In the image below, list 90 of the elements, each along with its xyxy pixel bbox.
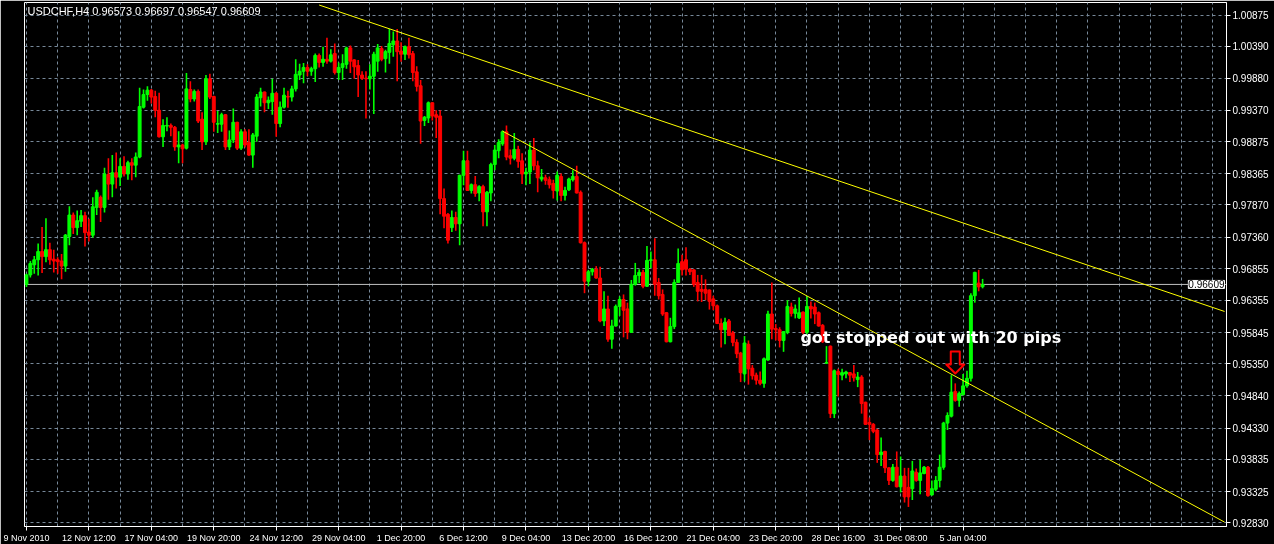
- candlestick: [641, 269, 646, 289]
- candlestick: [106, 157, 111, 201]
- candlestick: [902, 467, 907, 504]
- x-tick-label: 24 Nov 12:00: [249, 532, 303, 543]
- candlestick: [246, 128, 251, 157]
- candlestick: [125, 159, 130, 181]
- candlestick: [699, 274, 704, 303]
- y-tick-label: 0.94330: [1232, 423, 1270, 435]
- candlestick: [114, 151, 119, 190]
- y-tick-label: 0.96355: [1232, 295, 1270, 307]
- y-tick-label: 1.00875: [1232, 10, 1270, 22]
- candlestick: [324, 37, 329, 65]
- candlestick: [473, 175, 478, 198]
- candlestick: [285, 89, 290, 109]
- candlestick: [976, 269, 981, 293]
- candlestick: [758, 370, 763, 387]
- x-tick-label: 21 Dec 04:00: [686, 532, 741, 543]
- x-tick-label: 17 Nov 04:00: [124, 532, 179, 543]
- y-tick-label: 0.99370: [1232, 105, 1270, 117]
- y-tick-label: 0.97360: [1232, 232, 1270, 244]
- x-tick-label: 29 Nov 04:00: [311, 532, 366, 543]
- ref-line-label: 0.96609: [1188, 279, 1225, 291]
- candlestick: [129, 157, 134, 182]
- candlestick: [797, 296, 802, 320]
- candlestick: [301, 62, 306, 85]
- candlestick: [602, 290, 606, 327]
- candlestick: [110, 154, 115, 199]
- candlestick: [36, 242, 41, 277]
- candlestick: [215, 110, 220, 134]
- y-tick-label: 0.97870: [1232, 199, 1270, 211]
- candlestick: [348, 44, 353, 74]
- x-tick-label: 13 Dec 20:00: [561, 532, 616, 543]
- candlestick: [426, 100, 431, 124]
- chart-title: USDCHF,H4 0.96573 0.96697 0.96547 0.96609: [27, 4, 261, 17]
- candlestick: [321, 45, 326, 68]
- candlestick: [122, 155, 126, 178]
- candlestick: [83, 211, 87, 248]
- x-tick-label: 12 Nov 12:00: [62, 532, 116, 543]
- x-tick-label: 1 Dec 20:00: [376, 532, 426, 543]
- y-tick-label: 0.94840: [1232, 390, 1270, 402]
- x-tick-label: 16 Dec 12:00: [624, 532, 678, 543]
- candlestick: [906, 467, 911, 508]
- candlestick: [808, 300, 813, 320]
- candlestick: [40, 226, 45, 274]
- candlestick: [270, 78, 275, 116]
- candlestick: [723, 316, 727, 346]
- candlestick: [395, 28, 400, 83]
- candlestick: [161, 118, 166, 148]
- y-tick-label: 0.95845: [1232, 327, 1270, 339]
- candlestick: [953, 382, 958, 403]
- candlestick: [512, 132, 517, 161]
- candlestick: [769, 281, 774, 341]
- x-tick-label: 9 Nov 2010: [3, 532, 50, 543]
- y-tick-label: 0.95350: [1232, 358, 1270, 370]
- candlestick: [188, 80, 193, 103]
- candlestick: [910, 460, 915, 501]
- candlestick: [219, 112, 224, 133]
- candlestick: [551, 178, 556, 200]
- x-tick-label: 28 Dec 16:00: [811, 532, 865, 543]
- candlestick: [59, 253, 64, 281]
- candlestick: [855, 371, 860, 388]
- candlestick: [621, 293, 626, 339]
- y-tick-label: 0.93835: [1232, 454, 1270, 466]
- candlestick: [118, 157, 123, 187]
- candlestick: [527, 141, 532, 185]
- candlestick: [176, 130, 181, 165]
- candlestick: [812, 301, 817, 325]
- x-tick-label: 31 Dec 08:00: [873, 532, 928, 543]
- x-tick-label: 6 Dec 12:00: [439, 532, 488, 543]
- candlestick: [555, 170, 560, 202]
- y-tick-label: 0.98365: [1232, 168, 1270, 180]
- candlestick: [449, 209, 454, 233]
- candlestick: [879, 436, 884, 467]
- y-tick-label: 0.92830: [1232, 517, 1270, 529]
- candlestick: [703, 278, 708, 301]
- candlestick: [684, 246, 688, 277]
- y-tick-label: 0.93325: [1232, 486, 1270, 498]
- x-tick-label: 19 Nov 20:00: [187, 532, 241, 543]
- y-tick-label: 0.99880: [1232, 73, 1270, 85]
- x-tick-label: 5 Jan 04:00: [939, 532, 987, 543]
- candlestick: [44, 217, 48, 264]
- y-tick-label: 0.98875: [1232, 136, 1270, 148]
- x-tick-label: 9 Dec 04:00: [501, 532, 551, 543]
- candlestick: [71, 211, 76, 235]
- y-tick-label: 0.96855: [1232, 263, 1270, 275]
- y-tick-label: 1.00390: [1232, 41, 1270, 53]
- candlestick: [172, 125, 177, 152]
- x-tick-label: 23 Dec 20:00: [748, 532, 803, 543]
- candlestick: [98, 194, 103, 223]
- candlestick: [262, 90, 267, 114]
